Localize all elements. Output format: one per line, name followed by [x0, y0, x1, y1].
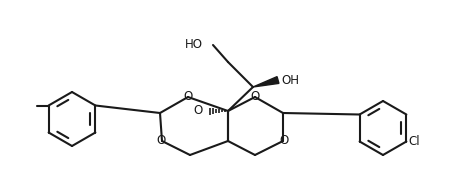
Text: O: O: [250, 90, 260, 102]
Text: O: O: [184, 90, 193, 102]
Text: O: O: [194, 105, 203, 118]
Text: OH: OH: [281, 74, 299, 87]
Text: O: O: [156, 135, 166, 147]
Text: HO: HO: [185, 39, 203, 51]
Text: O: O: [279, 135, 288, 147]
Text: Cl: Cl: [408, 135, 420, 148]
Polygon shape: [253, 77, 279, 87]
